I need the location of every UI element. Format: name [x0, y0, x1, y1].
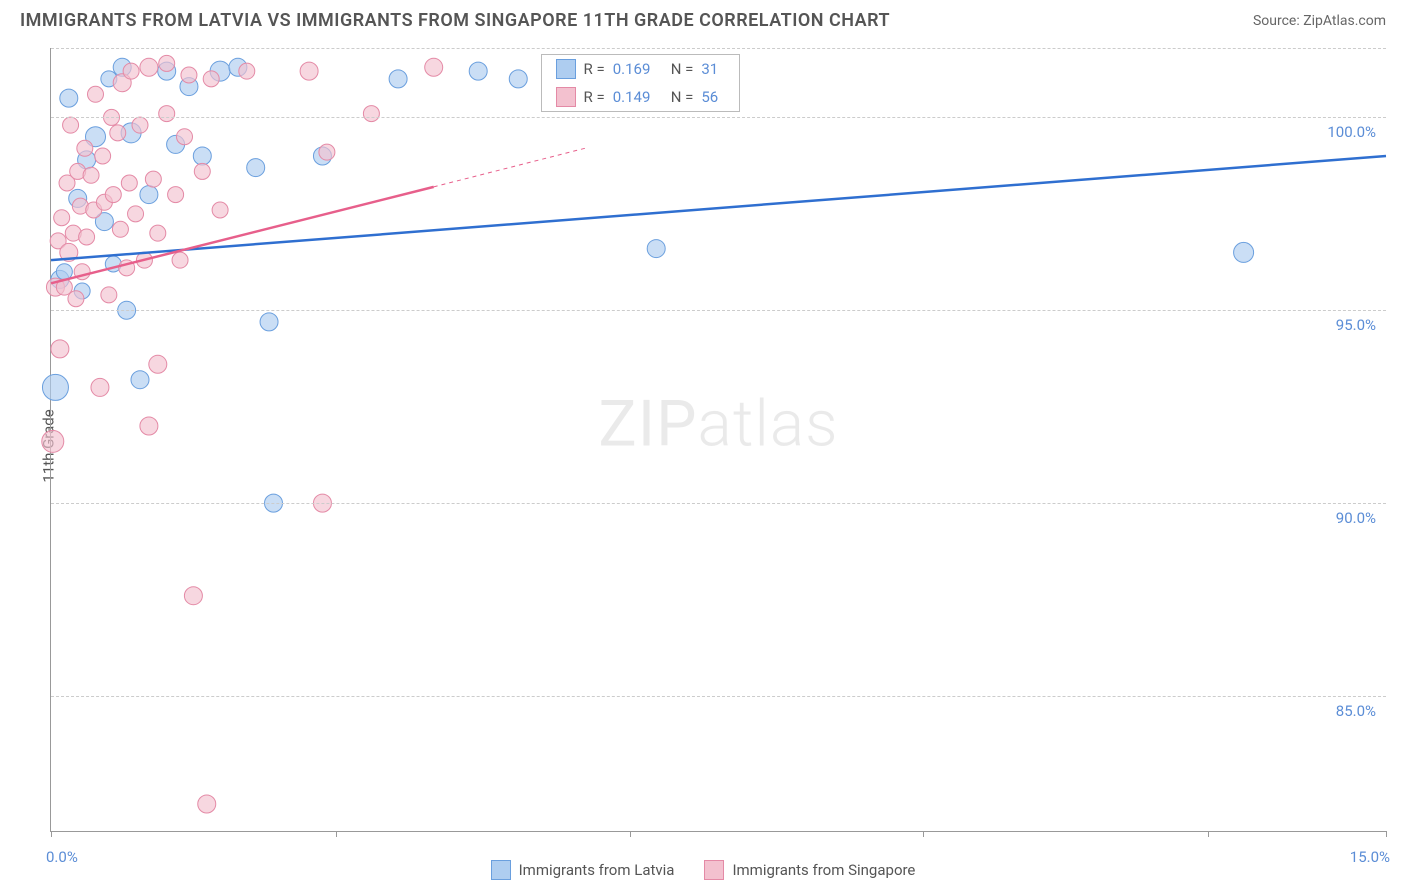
data-point-singapore	[128, 206, 144, 222]
x-axis-max-label: 15.0%	[1350, 848, 1390, 866]
data-point-singapore	[177, 129, 193, 145]
data-point-singapore	[79, 229, 95, 245]
data-point-latvia	[60, 89, 78, 107]
x-tick	[336, 831, 337, 837]
series-legend-item-latvia: Immigrants from Latvia	[491, 860, 675, 880]
data-point-singapore	[300, 62, 318, 80]
data-point-singapore	[363, 106, 379, 122]
legend-row-singapore: R = 0.149 N = 56	[542, 83, 740, 111]
data-point-singapore	[83, 167, 99, 183]
data-point-latvia	[131, 371, 149, 389]
data-point-singapore	[203, 71, 219, 87]
data-point-latvia	[42, 374, 68, 400]
y-tick-label: 90.0%	[1336, 509, 1376, 527]
gridline	[51, 310, 1386, 311]
legend-swatch-icon	[491, 860, 511, 880]
scatter-plot-svg	[51, 48, 1386, 831]
legend-swatch-icon	[556, 59, 576, 79]
series-legend-label: Immigrants from Latvia	[519, 861, 675, 879]
data-point-singapore	[239, 63, 255, 79]
gridline	[51, 696, 1386, 697]
series-legend-item-singapore: Immigrants from Singapore	[704, 860, 915, 880]
x-tick	[51, 831, 52, 837]
series-legend-label: Immigrants from Singapore	[732, 861, 915, 879]
series-legend: Immigrants from Latvia Immigrants from Si…	[0, 860, 1406, 880]
data-point-singapore	[110, 125, 126, 141]
data-point-latvia	[1234, 242, 1254, 262]
legend-n-label: N =	[671, 88, 694, 106]
legend-swatch-icon	[704, 860, 724, 880]
data-point-singapore	[181, 67, 197, 83]
data-point-singapore	[42, 430, 64, 452]
data-point-singapore	[54, 210, 70, 226]
regression-dashed-singapore	[434, 148, 585, 187]
data-point-singapore	[105, 187, 121, 203]
data-point-latvia	[469, 62, 487, 80]
x-axis-min-label: 0.0%	[46, 848, 78, 866]
x-tick	[923, 831, 924, 837]
data-point-singapore	[168, 187, 184, 203]
legend-r-label: R =	[584, 88, 605, 106]
data-point-latvia	[647, 240, 665, 258]
data-point-singapore	[198, 795, 216, 813]
data-point-singapore	[145, 171, 161, 187]
data-point-singapore	[91, 378, 109, 396]
data-point-singapore	[77, 140, 93, 156]
data-point-singapore	[88, 86, 104, 102]
correlation-legend: R = 0.169 N = 31 R = 0.149 N = 56	[541, 54, 741, 112]
data-point-singapore	[159, 55, 175, 71]
data-point-singapore	[184, 587, 202, 605]
x-tick	[1386, 831, 1387, 837]
data-point-singapore	[150, 225, 166, 241]
data-point-singapore	[425, 58, 443, 76]
data-point-singapore	[123, 63, 139, 79]
y-tick-label: 85.0%	[1336, 702, 1376, 720]
legend-n-value: 31	[701, 60, 725, 78]
data-point-latvia	[389, 70, 407, 88]
legend-r-value: 0.169	[613, 60, 663, 78]
legend-r-value: 0.149	[613, 88, 663, 106]
data-point-singapore	[159, 106, 175, 122]
data-point-singapore	[51, 340, 69, 358]
data-point-singapore	[212, 202, 228, 218]
data-point-singapore	[319, 144, 335, 160]
data-point-singapore	[132, 117, 148, 133]
y-tick-label: 100.0%	[1327, 123, 1376, 141]
legend-swatch-icon	[556, 87, 576, 107]
data-point-latvia	[260, 313, 278, 331]
legend-row-latvia: R = 0.169 N = 31	[542, 55, 740, 83]
data-point-singapore	[140, 58, 158, 76]
chart-source: Source: ZipAtlas.com	[1253, 13, 1386, 29]
gridline	[51, 503, 1386, 504]
gridline	[51, 48, 1386, 49]
data-point-singapore	[68, 291, 84, 307]
data-point-singapore	[149, 355, 167, 373]
data-point-singapore	[121, 175, 137, 191]
chart-plot-area: ZIPatlas R =0.169N =31R =0.149N =56 85.0…	[50, 48, 1386, 832]
legend-n-label: N =	[671, 60, 694, 78]
data-point-singapore	[112, 221, 128, 237]
y-tick-label: 95.0%	[1336, 316, 1376, 334]
chart-title: IMMIGRANTS FROM LATVIA VS IMMIGRANTS FRO…	[20, 10, 890, 31]
data-point-singapore	[194, 163, 210, 179]
data-point-singapore	[95, 148, 111, 164]
gridline	[51, 117, 1386, 118]
x-tick	[630, 831, 631, 837]
data-point-singapore	[140, 417, 158, 435]
data-point-singapore	[172, 252, 188, 268]
data-point-latvia	[509, 70, 527, 88]
data-point-singapore	[63, 117, 79, 133]
data-point-latvia	[140, 186, 158, 204]
data-point-singapore	[101, 287, 117, 303]
x-tick	[1208, 831, 1209, 837]
chart-header: IMMIGRANTS FROM LATVIA VS IMMIGRANTS FRO…	[0, 0, 1406, 39]
legend-n-value: 56	[701, 88, 725, 106]
legend-r-label: R =	[584, 60, 605, 78]
data-point-latvia	[247, 159, 265, 177]
data-point-latvia	[193, 147, 211, 165]
x-axis-end-labels: 0.0% 15.0%	[50, 848, 1386, 872]
